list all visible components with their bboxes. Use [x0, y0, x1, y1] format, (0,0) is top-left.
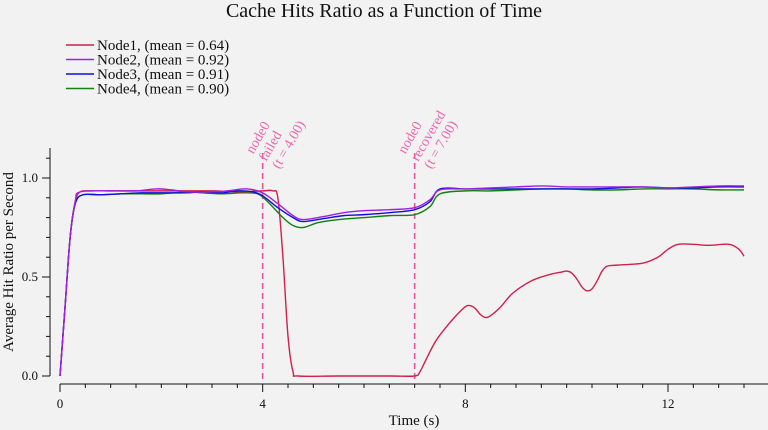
legend-label-node2: Node2, (mean = 0.92) — [97, 53, 229, 69]
series-line-node2 — [59, 185, 745, 377]
x-tick-label-4: 4 — [259, 396, 266, 411]
axes: 0 4 8 12 0.0 0.5 1.0 — [22, 148, 768, 411]
y-tick-label-0.5: 0.5 — [22, 269, 38, 284]
y-axis-label: Average Hit Ratio per Second — [1, 172, 17, 352]
series-line-node1 — [59, 189, 745, 377]
y-tick-label-1: 1.0 — [22, 170, 38, 185]
series-layer — [59, 185, 745, 377]
chart-title: Cache Hits Ratio as a Function of Time — [226, 0, 542, 22]
x-tick-label-8: 8 — [462, 396, 469, 411]
series-line-node3 — [59, 186, 745, 377]
legend-label-node4: Node4, (mean = 0.90) — [97, 82, 229, 98]
x-axis-label: Time (s) — [389, 413, 440, 429]
series-line-node4 — [59, 188, 745, 377]
y-axis-ticks: 0.0 0.5 1.0 — [22, 157, 50, 383]
x-tick-label-12: 12 — [662, 396, 675, 411]
y-tick-label-0: 0.0 — [22, 368, 38, 383]
legend: Node1, (mean = 0.64)Node2, (mean = 0.92)… — [66, 38, 229, 98]
x-tick-label-0: 0 — [57, 396, 64, 411]
legend-label-node3: Node3, (mean = 0.91) — [97, 67, 229, 83]
legend-label-node1: Node1, (mean = 0.64) — [97, 38, 229, 54]
x-axis-ticks: 0 4 8 12 — [57, 384, 745, 411]
